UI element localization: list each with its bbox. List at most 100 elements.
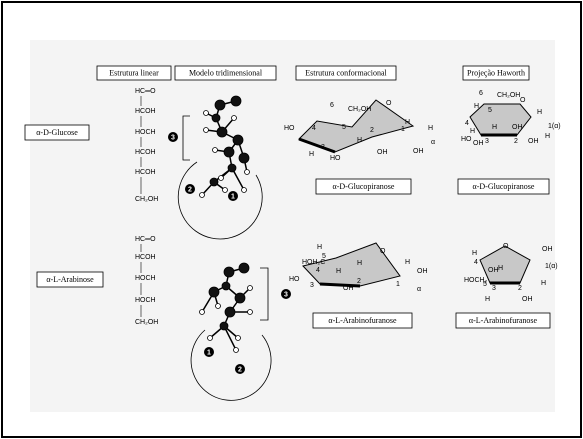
atom-ball <box>223 146 235 158</box>
step-marker <box>228 191 238 201</box>
atom-label: 5 <box>488 107 492 114</box>
linear-group: HOCH <box>135 297 156 304</box>
atom-ball <box>247 285 253 291</box>
atom-label: α <box>417 286 421 293</box>
bracket <box>182 115 190 161</box>
column-header-box <box>174 65 277 81</box>
row-label-box <box>36 271 104 288</box>
caption-box <box>455 312 551 329</box>
column-header: Estrutura conformacional <box>305 68 387 77</box>
atom-label: CH₂OH <box>497 92 520 99</box>
linear-group: HOCH <box>135 275 156 282</box>
atom-ball <box>241 187 247 193</box>
column-header-box <box>295 65 397 81</box>
atom-ball <box>216 126 228 138</box>
atom-label: 2 <box>518 285 522 292</box>
atom-label: O <box>386 100 392 107</box>
atom-label: OH <box>522 296 533 303</box>
atom-label: OH <box>528 138 539 145</box>
atom-ball <box>244 169 250 175</box>
atom-label: H <box>405 119 410 126</box>
caption: α-D-Glucopiranose <box>333 182 395 191</box>
atom-label: H <box>357 137 362 144</box>
atom-label: OH <box>413 148 424 155</box>
linear-group: HCOH <box>135 108 156 115</box>
linear-group: HCOH <box>135 169 156 176</box>
atom-label: 3 <box>492 285 496 292</box>
atom-label: O <box>380 248 386 255</box>
atom-label: 2 <box>370 127 374 134</box>
atom-label: H <box>545 133 550 140</box>
bracket <box>260 267 269 321</box>
ring-front <box>298 137 336 154</box>
caption-box <box>315 178 412 195</box>
atom-label: H <box>336 268 341 275</box>
atom-label: H <box>485 296 490 303</box>
caption-box <box>457 178 550 195</box>
atom-ball <box>223 266 235 278</box>
step-marker <box>204 347 214 357</box>
atom-label: 6 <box>330 102 334 109</box>
atom-label: 4 <box>474 259 478 266</box>
atom-ball <box>238 262 250 274</box>
atom-label: H <box>317 244 322 251</box>
atom-ball <box>222 187 228 193</box>
atom-label: O <box>520 97 526 104</box>
atom-ball <box>203 127 209 133</box>
stick <box>223 325 237 351</box>
atom-ball <box>209 177 219 187</box>
atom-label: 1 <box>396 281 400 288</box>
atom-ball <box>215 303 221 309</box>
atom-ball <box>232 134 244 146</box>
atom-ball <box>199 309 205 315</box>
atom-ball <box>231 115 237 121</box>
atom-label: 1(α) <box>545 263 558 270</box>
atom-label: H <box>492 124 497 131</box>
atom-label: OH <box>377 149 388 156</box>
row-label: α-L-Arabinose <box>46 275 94 284</box>
atom-ball <box>234 292 246 304</box>
column-header-box <box>96 65 172 81</box>
atom-ball <box>227 163 237 173</box>
atom-label: CH₂OH <box>348 106 371 113</box>
atom-label: H <box>541 280 546 287</box>
atom-label: 4 <box>316 267 320 274</box>
rotation-arrow <box>190 329 272 401</box>
atom-ball <box>219 321 229 331</box>
atom-ball <box>211 113 221 123</box>
linear-group: HC═O <box>135 88 156 95</box>
step-marker <box>168 132 178 142</box>
atom-label: 1 <box>401 126 405 133</box>
atom-label: 5 <box>322 253 326 260</box>
atom-ball <box>218 175 224 181</box>
linear-group: HCOH <box>135 149 156 156</box>
row-label-box <box>24 124 90 141</box>
step-number: 1 <box>207 349 211 356</box>
atom-label: 5 <box>483 281 487 288</box>
atom-label: 2 <box>357 278 361 285</box>
step-marker <box>185 184 195 194</box>
atom-label: 4 <box>312 125 316 132</box>
atom-ball <box>207 335 213 341</box>
rotation-arrow <box>177 161 263 240</box>
atom-label: OH <box>512 124 523 131</box>
atom-ball <box>235 335 241 341</box>
atom-label: OH <box>473 140 484 147</box>
step-marker <box>235 364 245 374</box>
atom-label: H <box>472 250 477 257</box>
step-number: 2 <box>238 366 242 373</box>
atom-label: H <box>309 151 314 158</box>
atom-label: H <box>474 103 479 110</box>
atom-label: 3 <box>321 144 325 151</box>
linear-group: HOCH <box>135 129 156 136</box>
atom-label: HO <box>289 276 300 283</box>
atom-ball <box>221 281 231 291</box>
atom-label: H <box>537 109 542 116</box>
atom-label: H <box>405 259 410 266</box>
atom-label: HO <box>284 125 295 132</box>
atom-label: 3 <box>485 138 489 145</box>
atom-label: 2 <box>514 138 518 145</box>
atom-ball <box>212 147 218 153</box>
atom-label: OH <box>488 267 499 274</box>
linear-group: HC═O <box>135 236 156 243</box>
